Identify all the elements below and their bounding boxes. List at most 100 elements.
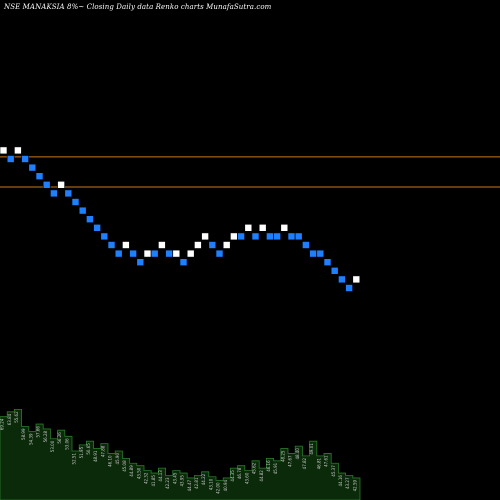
down-brick xyxy=(266,232,274,241)
down-brick xyxy=(129,249,137,258)
volume-label: 45.62 xyxy=(252,462,257,474)
volume-label: 44.22 xyxy=(201,473,206,485)
volume-label: 43.60 xyxy=(244,472,249,484)
up-brick xyxy=(14,146,22,155)
volume-label: 50.65 xyxy=(86,443,91,455)
down-brick xyxy=(78,206,87,215)
volume-label: 44.16 xyxy=(338,475,343,487)
down-brick xyxy=(150,249,159,258)
volume-label: 48.25 xyxy=(280,450,285,462)
volume-label: 45.91 xyxy=(273,462,278,474)
down-brick xyxy=(273,232,281,241)
volume-label: 47.67 xyxy=(288,455,293,467)
volume-label: 63.84 xyxy=(7,413,12,425)
volume-label: 42.32 xyxy=(144,472,149,484)
volume-label: 43.50 xyxy=(136,467,141,479)
volume-label: 46.78 xyxy=(237,467,242,479)
down-brick xyxy=(86,215,94,223)
down-brick xyxy=(323,258,332,267)
volume-label: 45.37 xyxy=(331,465,336,477)
volume-label: 46.81 xyxy=(316,457,321,469)
up-brick xyxy=(158,241,166,249)
up-brick xyxy=(0,146,8,155)
volume-label: 55.62 xyxy=(14,411,19,423)
down-brick xyxy=(6,155,15,163)
up-brick xyxy=(57,181,65,189)
volume-label: 43.45 xyxy=(172,472,177,484)
down-brick xyxy=(330,266,339,275)
down-brick xyxy=(64,189,73,198)
volume-label: 42.23 xyxy=(165,477,170,489)
volume-label: 44.13 xyxy=(158,470,163,482)
down-brick xyxy=(165,249,173,258)
volume-label: 43.10 xyxy=(208,478,213,490)
volume-label: 56.28 xyxy=(43,430,48,442)
volume-label: 53.00 xyxy=(50,440,55,452)
volume-label: 51.95 xyxy=(79,446,84,458)
up-brick xyxy=(230,232,238,241)
volume-label: 56.26 xyxy=(57,432,62,444)
volume-label: 44.82 xyxy=(259,470,264,482)
down-brick xyxy=(287,232,296,241)
volume-label: 41.85 xyxy=(151,475,156,487)
down-brick xyxy=(136,258,145,267)
volume-label: 44.89 xyxy=(129,465,134,477)
up-brick xyxy=(222,241,231,249)
down-brick xyxy=(316,249,325,258)
volume-label: 42.00 xyxy=(216,482,221,494)
volume-label: 57.66 xyxy=(36,426,41,438)
volume-label: 47.82 xyxy=(302,457,307,469)
up-brick xyxy=(122,241,130,249)
down-brick xyxy=(338,275,346,284)
volume-label: 43.27 xyxy=(345,477,350,489)
down-brick xyxy=(215,249,224,258)
down-brick xyxy=(71,198,80,206)
volume-label: 47.61 xyxy=(324,455,329,467)
down-brick xyxy=(309,249,317,258)
down-brick xyxy=(251,232,260,241)
volume-label: 48.40 xyxy=(295,448,300,460)
down-brick xyxy=(237,232,245,241)
volume-label: 40.94 xyxy=(223,479,228,491)
volume-label: 45.90 xyxy=(115,453,120,465)
volume-label: 48.91 xyxy=(93,450,98,462)
up-brick xyxy=(352,275,361,284)
up-brick xyxy=(201,232,209,241)
chart-title: NSE MANAKSIA 8%~ Closing Daily data Renk… xyxy=(4,3,272,11)
volume-label: 45.08 xyxy=(122,460,127,472)
down-brick xyxy=(302,241,310,249)
volume-area xyxy=(0,408,361,500)
down-brick xyxy=(345,284,353,292)
down-brick xyxy=(179,258,188,267)
down-brick xyxy=(28,163,37,172)
down-brick xyxy=(114,249,123,258)
down-brick xyxy=(21,155,29,163)
volume-label: 46.16 xyxy=(266,460,271,472)
up-brick xyxy=(172,249,181,258)
down-brick xyxy=(294,232,303,241)
volume-label: 58.99 xyxy=(21,428,26,440)
down-brick xyxy=(35,172,44,180)
up-brick xyxy=(244,224,253,232)
volume-label: 49.01 xyxy=(309,443,314,455)
down-brick xyxy=(208,241,217,249)
down-brick xyxy=(107,241,116,249)
up-brick xyxy=(194,241,202,249)
up-brick xyxy=(258,224,267,232)
volume-label: 46.10 xyxy=(108,455,113,467)
down-brick xyxy=(100,232,109,241)
up-brick xyxy=(280,224,289,232)
volume-label: 43.95 xyxy=(180,475,185,487)
down-brick xyxy=(93,224,101,232)
volume-label: 52.51 xyxy=(72,453,77,465)
volume-label: 42.59 xyxy=(352,479,357,491)
up-brick xyxy=(186,249,195,258)
down-brick xyxy=(42,181,51,189)
volume-label: 42.81 xyxy=(194,477,199,489)
volume-label: 44.47 xyxy=(187,479,192,491)
volume-label: 47.88 xyxy=(100,445,105,457)
volume-label: 53.06 xyxy=(64,438,69,450)
volume-label: 44.35 xyxy=(230,470,235,482)
volume-label: 69.24 xyxy=(0,418,5,430)
